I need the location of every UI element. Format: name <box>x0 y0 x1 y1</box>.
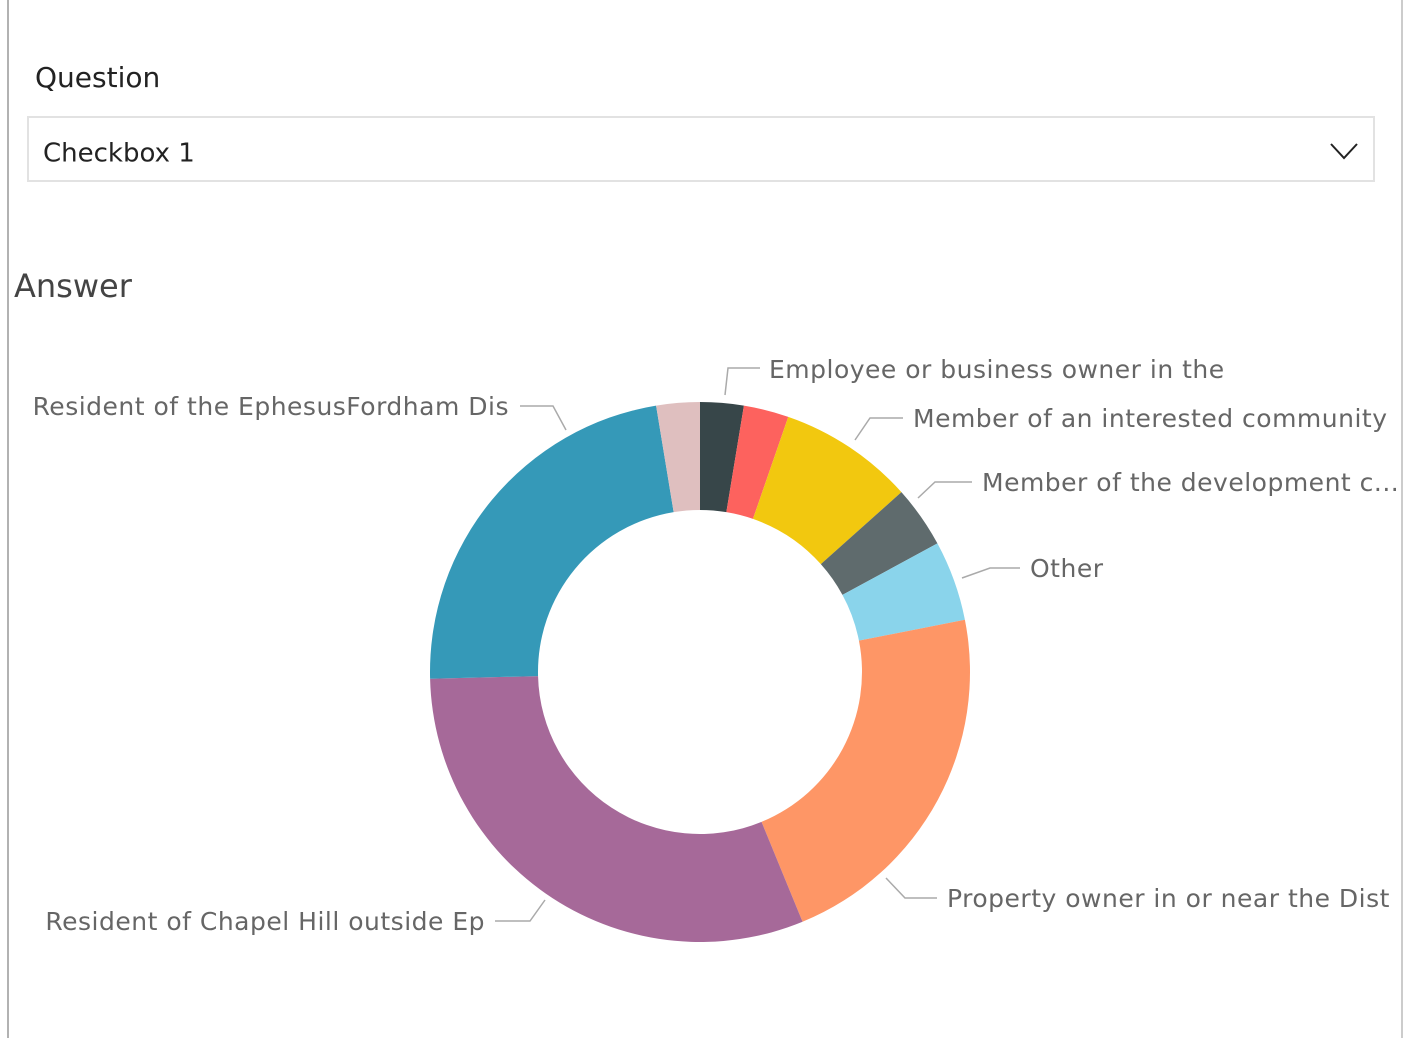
slicer-dropdown[interactable]: Checkbox 1 <box>27 116 1375 182</box>
data-label: Member of an interested community <box>913 404 1388 433</box>
donut-slice <box>430 676 803 942</box>
donut-slice <box>842 543 965 641</box>
leader-line <box>724 367 760 396</box>
dropdown-value: Checkbox 1 <box>43 139 195 169</box>
data-label: Resident of the EphesusFordham Dis <box>33 392 509 421</box>
dropdown-chevron[interactable] <box>1330 143 1358 160</box>
leader-line <box>520 405 567 431</box>
dropdown-box[interactable] <box>27 116 1375 182</box>
data-label: Employee or business owner in the <box>769 355 1225 384</box>
donut-slice <box>700 402 744 513</box>
chart-title: Answer <box>14 267 133 305</box>
donut-slice <box>752 416 902 565</box>
leader-line <box>885 877 937 899</box>
leader-line <box>495 899 546 922</box>
data-label: Member of the development c... <box>982 468 1399 497</box>
donut-slice <box>820 492 938 595</box>
donut-slice <box>656 402 700 513</box>
data-label: Property owner in or near the Dist <box>947 884 1390 913</box>
data-label: Resident of Chapel Hill outside Ep <box>45 907 485 936</box>
donut: Employee or business owner in the Member … <box>33 355 1399 942</box>
data-label: Other <box>1030 554 1104 583</box>
leader-line <box>854 417 903 441</box>
donut-slice <box>761 619 970 922</box>
leader-line <box>917 481 972 499</box>
slicer-label: Question <box>35 61 160 94</box>
donut-slice <box>726 405 789 519</box>
donut-slice <box>430 405 674 679</box>
leader-line <box>961 567 1020 579</box>
